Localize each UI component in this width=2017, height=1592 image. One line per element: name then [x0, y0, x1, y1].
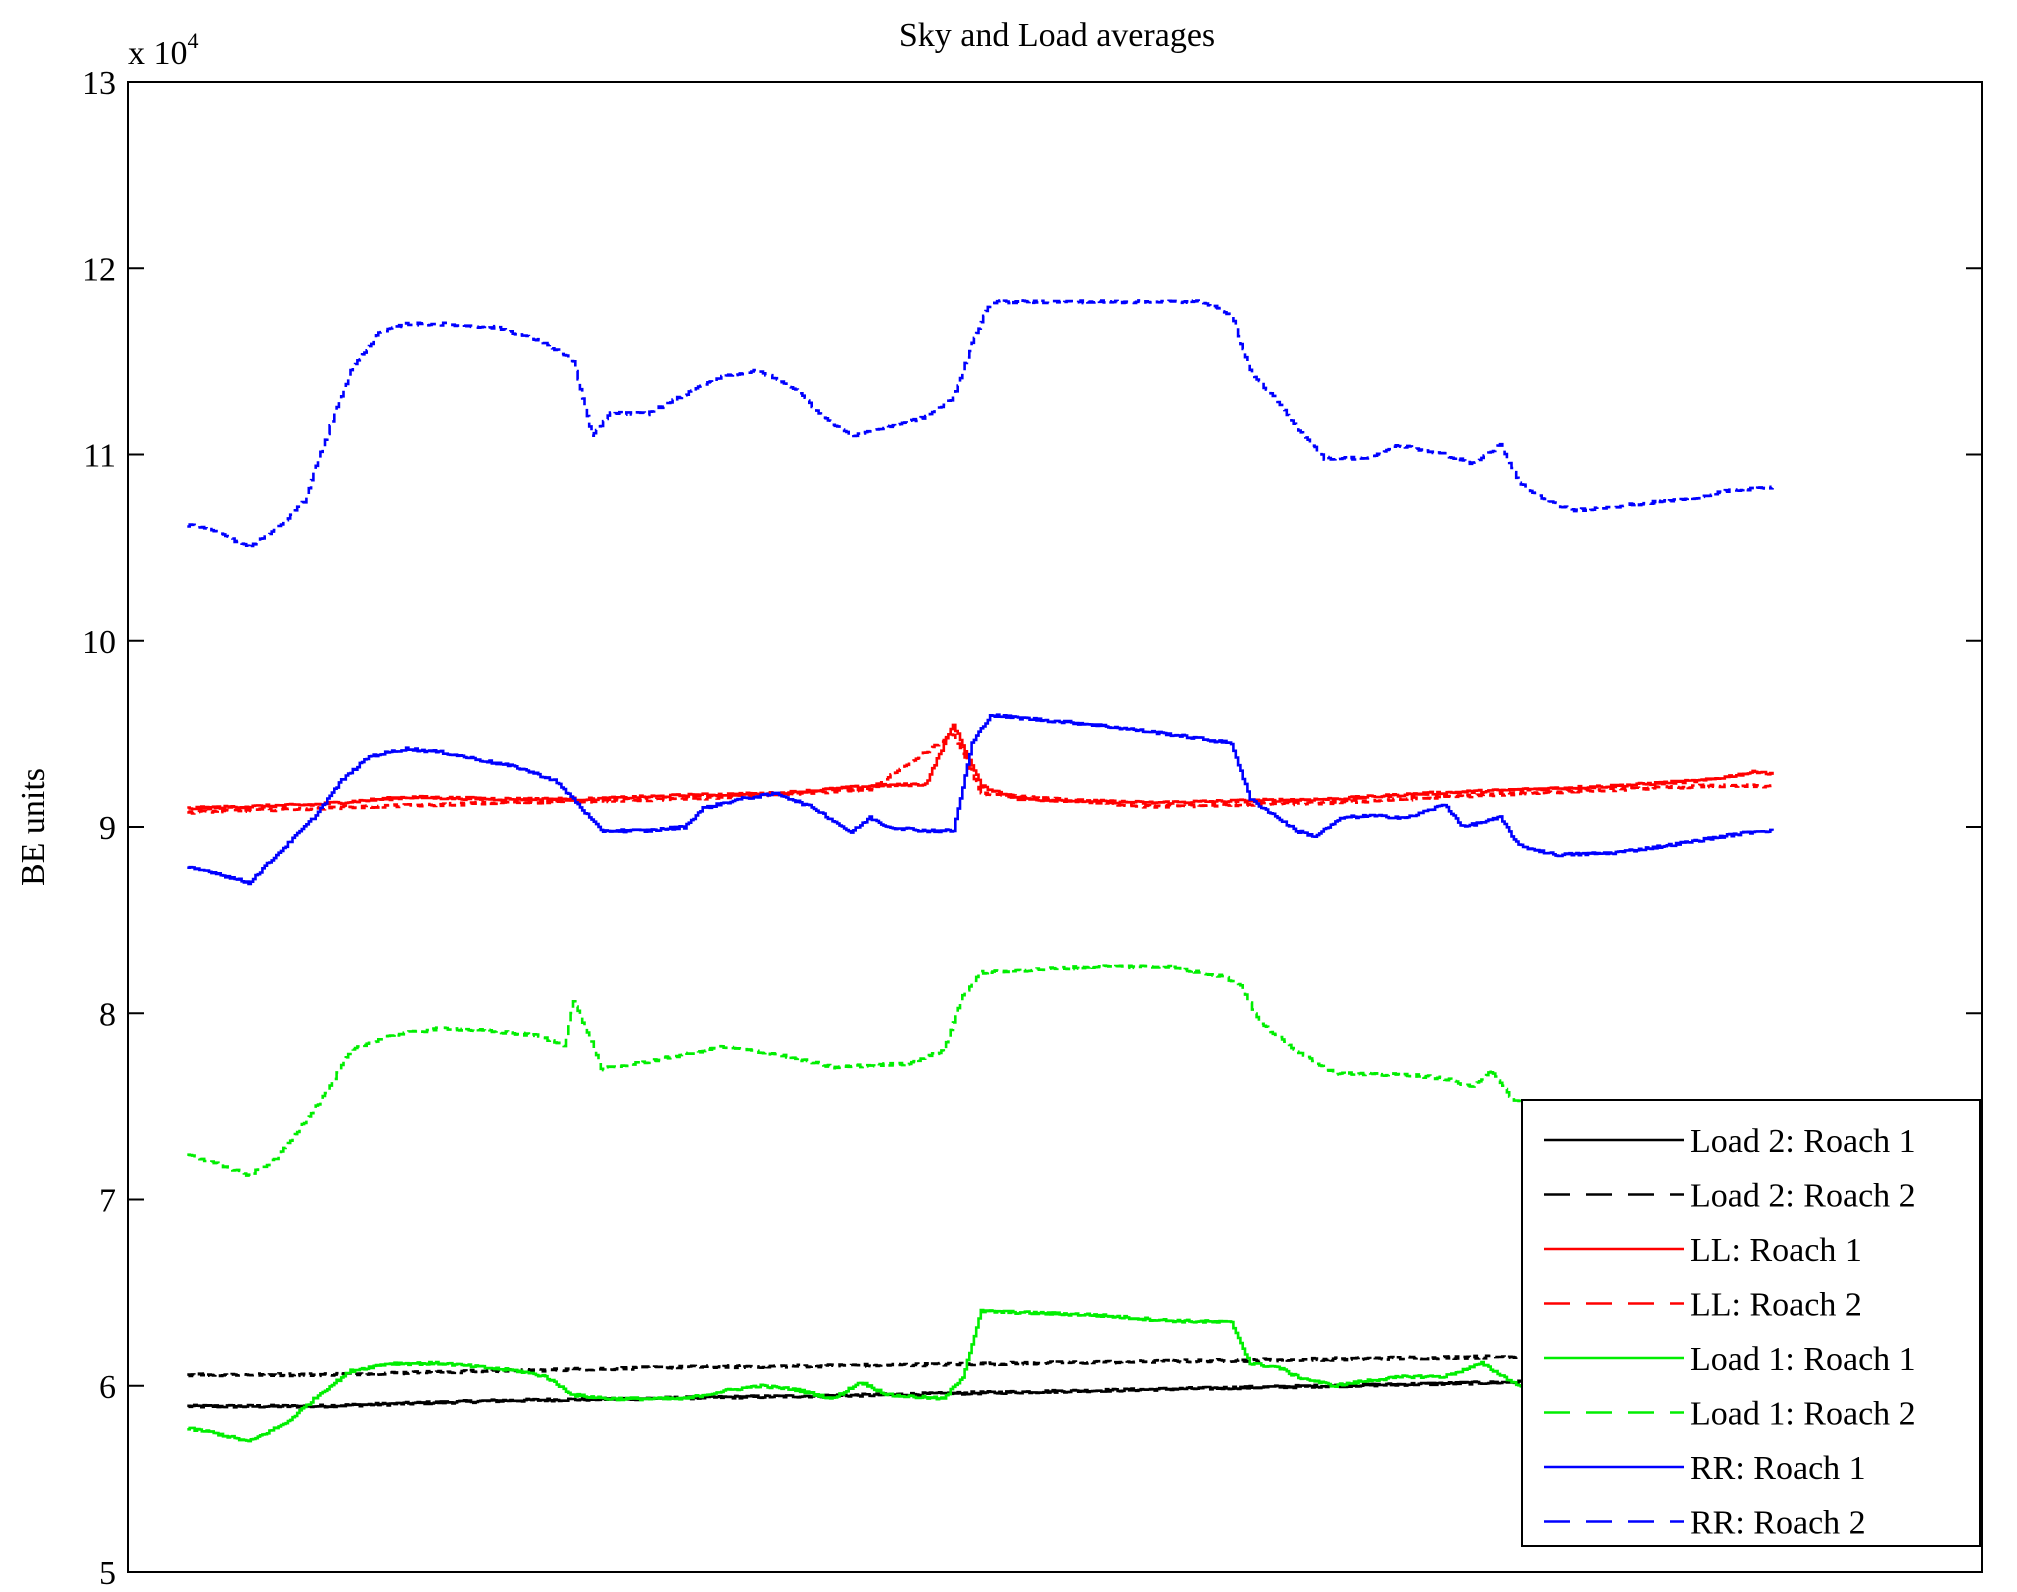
legend-label-rr-roach-2: RR: Roach 2 [1690, 1505, 1866, 1542]
y-tick-label-13: 13 [82, 65, 116, 102]
legend-label-load-1-roach-1: Load 1: Roach 1 [1690, 1341, 1916, 1378]
series-line-rr-roach-2 [187, 299, 1774, 550]
series-line-ll-roach-1 [187, 723, 1774, 811]
y-tick-label-6: 6 [99, 1369, 116, 1406]
series-line-load-1-roach-2 [187, 964, 1613, 1177]
series-layer [187, 299, 1817, 1443]
legend-label-ll-roach-2: LL: Roach 2 [1690, 1287, 1862, 1324]
legend-label-load-2-roach-2: Load 2: Roach 2 [1690, 1178, 1916, 1215]
y-tick-label-9: 9 [99, 810, 116, 847]
legend-label-rr-roach-1: RR: Roach 1 [1690, 1450, 1866, 1487]
legend-label-load-2-roach-1: Load 2: Roach 1 [1690, 1123, 1916, 1160]
legend: Load 2: Roach 1 Load 2: Roach 2 LL: Roach … [1521, 1099, 1981, 1547]
legend-label-ll-roach-1: LL: Roach 1 [1690, 1232, 1862, 1269]
legend-label-load-1-roach-2: Load 1: Roach 2 [1690, 1396, 1916, 1433]
y-tick-label-10: 10 [82, 624, 116, 661]
y-tick-label-11: 11 [83, 438, 116, 475]
axis-layer: 5 6 7 8 9 10 11 12 13 [82, 65, 1983, 1592]
series-line-rr-roach-1 [187, 713, 1774, 886]
y-tick-label-5: 5 [99, 1555, 116, 1592]
y-tick-label-7: 7 [99, 1183, 116, 1220]
y-axis-multiplier: x 104 [128, 28, 199, 72]
series-line-load-1-roach-1 [187, 1308, 1613, 1443]
series-line-ll-roach-2 [187, 733, 1774, 815]
y-axis-label: BE units [15, 768, 52, 886]
y-axis-multiplier-exponent: 4 [188, 28, 199, 53]
y-axis-multiplier-base: x 10 [128, 35, 188, 72]
y-tick-label-12: 12 [82, 251, 116, 288]
chart-title: Sky and Load averages [899, 17, 1215, 54]
y-tick-label-8: 8 [99, 996, 116, 1033]
legend-box [1521, 1099, 1981, 1547]
